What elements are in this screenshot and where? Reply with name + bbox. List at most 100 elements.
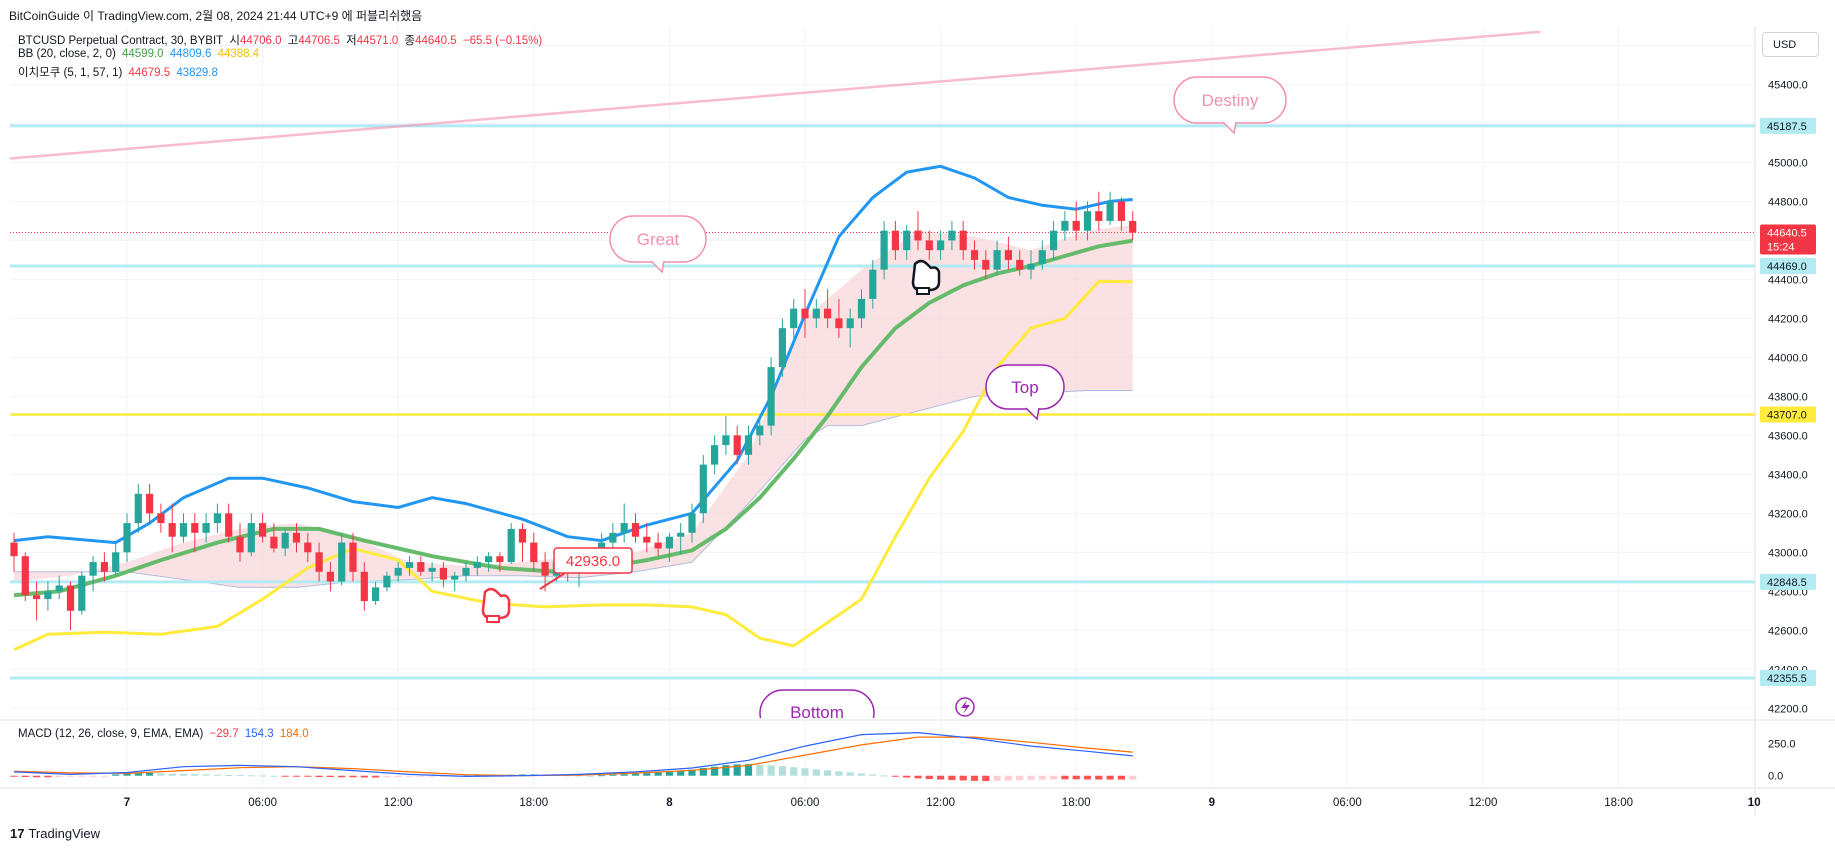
destiny-callout-text: Destiny [1202, 91, 1259, 110]
destiny-callout-tail [1222, 121, 1237, 135]
candle [1072, 201, 1080, 241]
candle-body [1061, 220, 1069, 231]
time-tick-label: 18:00 [519, 797, 548, 809]
candle [338, 532, 346, 586]
macd-histogram-bar [518, 774, 527, 776]
tradingview-logo[interactable]: 17 TradingView [10, 826, 100, 841]
macd-histogram-bar [790, 767, 798, 776]
macd-histogram-bar [677, 770, 685, 776]
chart-area[interactable]: DestinyGreatTopBottom42936.042200.042400… [0, 26, 1835, 816]
candle [631, 513, 640, 543]
candle-body [1129, 220, 1137, 233]
macd-histogram-bar [292, 775, 301, 777]
candle [530, 532, 538, 572]
macd-histogram-bar [394, 775, 402, 777]
macd-histogram-bar [1117, 775, 1125, 780]
macd-histogram-bar [157, 773, 165, 776]
macd-histogram-bar [405, 775, 414, 777]
macd-histogram-bar [1038, 775, 1046, 780]
macd-tick-label: 0.0 [1768, 771, 1783, 783]
chart-canvas[interactable]: DestinyGreatTopBottom42936.042200.042400… [0, 26, 1835, 816]
candle [21, 552, 29, 602]
candle [213, 503, 221, 533]
destiny-callout: Destiny [1173, 76, 1287, 135]
candle-body [880, 230, 888, 270]
top-callout: Top [985, 364, 1065, 421]
candle-body [790, 308, 798, 329]
macd-histogram-bar [225, 774, 233, 776]
legend-open-value: 44706.0 [239, 35, 282, 47]
candle [756, 415, 764, 446]
top-callout-shape [985, 364, 1065, 410]
candle [688, 503, 696, 543]
legend-ohlc: BTCUSD Perpetual Contract, 30, BYBIT 시44… [18, 32, 545, 48]
candle-body [146, 493, 154, 514]
publish-header: BitCoinGuide 이 TradingView.com, 2월 08, 2… [0, 0, 1835, 26]
legend-high-label: 고 [287, 35, 299, 47]
candle-body [1038, 250, 1046, 264]
hand-pointer-top-icon [911, 259, 941, 295]
candle [733, 425, 741, 465]
macd-histogram-bar [767, 765, 775, 776]
candle-body [982, 259, 990, 270]
macd-histogram-bar [643, 773, 651, 776]
price-tick-label: 44200.0 [1768, 313, 1808, 325]
legend-ichimoku-label: 이치모쿠 (5, 1, 57, 1) [18, 67, 123, 79]
tradingview-brand: TradingView [28, 826, 101, 841]
candle-body [191, 523, 199, 533]
candle-body [1095, 211, 1103, 221]
legend-close-label: 종 [404, 35, 416, 47]
candle-body [428, 567, 436, 572]
macd-histogram-bar [824, 770, 832, 776]
candle-body [812, 308, 820, 319]
macd-histogram-bar [304, 775, 312, 777]
candle-body [417, 562, 425, 572]
candle-body [688, 513, 696, 533]
candle-body [744, 435, 753, 455]
candle [451, 571, 459, 592]
candle [835, 298, 843, 338]
candle [225, 503, 233, 543]
candle-body [891, 230, 899, 251]
macd-histogram-bar [711, 766, 719, 776]
candle [55, 575, 63, 600]
entry-price-text: 42936.0 [566, 553, 620, 570]
candle-body [360, 571, 368, 602]
candle [326, 562, 334, 592]
candle [801, 289, 809, 338]
candle-body [677, 532, 685, 537]
price-tick-label: 43600.0 [1768, 430, 1808, 442]
time-tick-label: 12:00 [384, 797, 413, 809]
price-axis-badge-text: 43707.0 [1767, 409, 1807, 421]
candle-body [937, 240, 945, 251]
legend-bb: BB (20, close, 2, 0) 44599.0 44809.6 443… [18, 48, 262, 60]
footer: 17 TradingView [0, 816, 1835, 849]
macd-histogram-bar [349, 775, 357, 778]
candle-body [78, 575, 86, 611]
legend-bb-upper: 44809.6 [169, 48, 212, 60]
macd-histogram-bar [281, 775, 289, 777]
candle [654, 532, 662, 557]
legend-bb-lower: 44388.4 [217, 48, 260, 60]
candle [507, 523, 515, 565]
candle [993, 240, 1001, 276]
candle-body [846, 318, 854, 329]
hand-pointer-bottom-icon-cuff [486, 615, 500, 623]
price-axis-badge: 43707.0 [1760, 406, 1816, 423]
candle-body [21, 556, 29, 596]
candle [1038, 240, 1046, 270]
macd-histogram-bar [247, 775, 255, 777]
macd-histogram-bar [609, 774, 617, 776]
candle-body [993, 250, 1001, 270]
candle-body [925, 240, 933, 251]
candle [394, 562, 402, 582]
hand-pointer-top-icon-cuff [916, 287, 930, 295]
ichimoku-cloud [14, 224, 1133, 588]
price-axis-badge-bg [1760, 117, 1816, 134]
macd-histogram-bar [722, 765, 730, 776]
candle [157, 503, 165, 533]
macd-histogram-bar [112, 774, 120, 776]
currency-button[interactable]: USD [1762, 32, 1819, 57]
macd-histogram-bar [213, 774, 221, 776]
price-axis-badge: 44469.0 [1760, 257, 1816, 274]
